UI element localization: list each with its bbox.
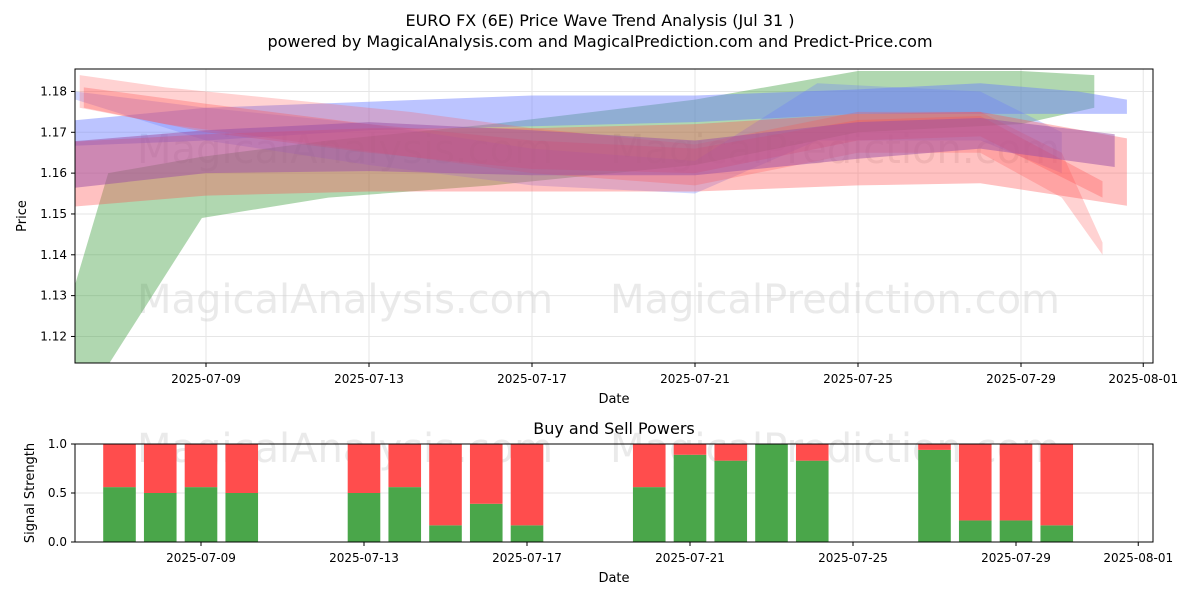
price-x-tick-label: 2025-08-01 — [1108, 372, 1178, 386]
buy-bar — [632, 487, 666, 542]
sell-bar — [999, 444, 1033, 521]
sell-bar — [184, 444, 218, 488]
price-y-tick-label: 1.17 — [40, 125, 67, 139]
signal-y-tick-label: 1.0 — [48, 437, 67, 451]
sell-bar — [632, 444, 666, 488]
sell-bar — [143, 444, 177, 493]
sell-bar — [469, 444, 503, 504]
chart-title-line1: EURO FX (6E) Price Wave Trend Analysis (… — [405, 11, 794, 30]
chart-title-line2: powered by MagicalAnalysis.com and Magic… — [267, 32, 932, 51]
buy-bar — [795, 460, 829, 542]
price-x-tick-label: 2025-07-17 — [497, 372, 567, 386]
price-x-label: Date — [598, 392, 629, 407]
signal-x-label: Date — [598, 571, 629, 586]
buy-bar — [103, 487, 136, 542]
signal-x-tick-label: 2025-07-13 — [329, 551, 399, 565]
price-y-tick-label: 1.13 — [40, 289, 67, 303]
signal-x-tick-label: 2025-07-09 — [166, 551, 236, 565]
sell-bar — [103, 444, 136, 488]
buy-bar — [225, 493, 259, 542]
wave-band-purple-6 — [75, 118, 1115, 188]
price-x-tick-label: 2025-07-21 — [660, 372, 730, 386]
price-y-label: Price — [15, 200, 30, 232]
wave-band-blue-2 — [75, 83, 1062, 194]
buy-bar — [755, 444, 788, 542]
price-y-tick-label: 1.12 — [40, 329, 67, 343]
sell-bar — [347, 444, 381, 493]
signal-x-tick-label: 2025-07-21 — [655, 551, 725, 565]
signal-x-tick-label: 2025-07-29 — [981, 551, 1051, 565]
sell-bar — [958, 444, 992, 521]
signal-axes: Buy and Sell Powers MagicalAnalysis.com … — [23, 419, 1173, 586]
buy-bar — [999, 520, 1033, 542]
buy-bar — [429, 525, 462, 542]
price-x-tick-label: 2025-07-29 — [986, 372, 1056, 386]
price-y-tick-label: 1.15 — [40, 207, 67, 221]
buy-bar — [143, 493, 177, 542]
buy-bar — [469, 503, 503, 542]
signal-y-tick-label: 0.5 — [48, 486, 67, 500]
buy-bar — [1040, 525, 1074, 542]
buy-bar — [918, 449, 951, 542]
watermark-prediction-lower: MagicalPrediction.com — [610, 277, 1060, 323]
signal-y-label: Signal Strength — [23, 443, 38, 543]
watermark-analysis-lower: MagicalAnalysis.com — [137, 277, 553, 323]
signal-x-ticks: 2025-07-09 2025-07-13 2025-07-17 2025-07-21… — [166, 542, 1173, 565]
sell-bar — [429, 444, 462, 526]
signal-bars — [103, 444, 1074, 542]
price-y-tick-label: 1.14 — [40, 248, 67, 262]
price-y-tick-label: 1.18 — [40, 84, 67, 98]
price-plot-frame — [74, 68, 1154, 364]
signal-x-tick-label: 2025-08-01 — [1103, 551, 1173, 565]
sell-bar — [673, 444, 707, 455]
price-x-tick-label: 2025-07-25 — [823, 372, 893, 386]
price-y-ticks: 1.12 1.13 1.14 1.15 1.16 1.17 1.18 — [40, 84, 75, 343]
signal-chart-title: Buy and Sell Powers — [533, 419, 695, 438]
sell-bar — [388, 444, 422, 488]
buy-bar — [714, 460, 748, 542]
buy-bar — [347, 493, 381, 542]
price-x-tick-label: 2025-07-09 — [171, 372, 241, 386]
sell-bar — [795, 444, 829, 461]
signal-y-ticks: 0.0 0.5 1.0 — [48, 437, 75, 549]
sell-bar — [510, 444, 544, 526]
buy-bar — [510, 525, 544, 542]
signal-y-tick-label: 0.0 — [48, 535, 67, 549]
buy-bar — [388, 487, 422, 542]
price-bands — [75, 71, 1127, 363]
buy-bar — [184, 487, 218, 542]
price-x-ticks: 2025-07-09 2025-07-13 2025-07-17 2025-07-21… — [171, 363, 1178, 386]
signal-x-tick-label: 2025-07-17 — [492, 551, 562, 565]
signal-x-tick-label: 2025-07-25 — [818, 551, 888, 565]
price-y-tick-label: 1.16 — [40, 166, 67, 180]
sell-bar — [918, 444, 951, 450]
sell-bar — [1040, 444, 1074, 526]
buy-bar — [958, 520, 992, 542]
price-axes: MagicalAnalysis.com MagicalPrediction.co… — [15, 68, 1178, 407]
price-x-tick-label: 2025-07-13 — [334, 372, 404, 386]
sell-bar — [225, 444, 259, 493]
sell-bar — [714, 444, 748, 461]
buy-bar — [673, 454, 707, 542]
